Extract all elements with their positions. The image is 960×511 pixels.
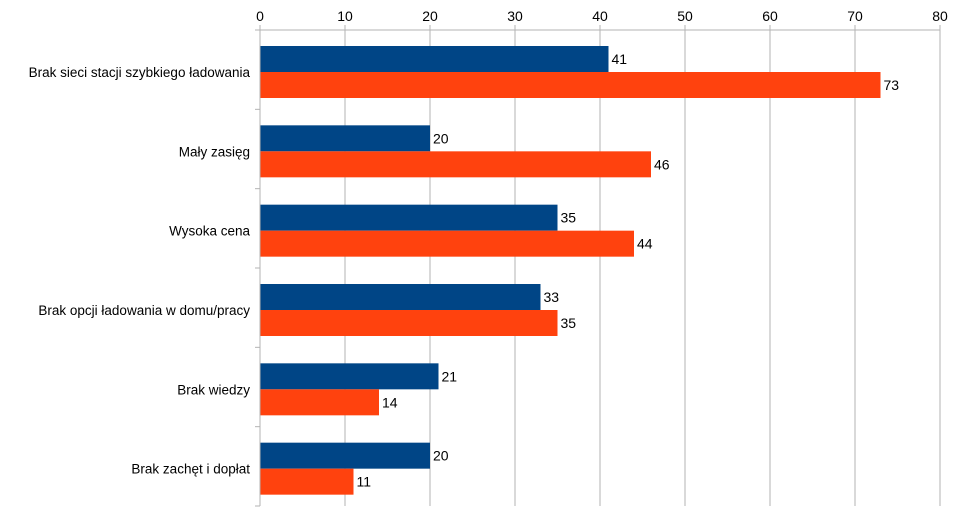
data-label: 73 <box>884 77 900 93</box>
category-label: Brak opcji ładowania w domu/pracy <box>38 303 250 318</box>
data-label: 46 <box>654 156 670 172</box>
bar-series-2 <box>260 72 881 98</box>
x-tick-label: 80 <box>932 8 948 24</box>
data-label: 14 <box>382 394 398 410</box>
x-tick-label: 10 <box>337 8 353 24</box>
bar-series-2 <box>260 151 651 178</box>
data-label: 20 <box>433 130 449 146</box>
bar-series-2 <box>260 468 354 495</box>
x-tick-label: 20 <box>422 8 438 24</box>
bar-series-2 <box>260 230 634 257</box>
x-tick-label: 40 <box>592 8 608 24</box>
bar-series-1 <box>260 284 541 310</box>
data-label: 35 <box>561 315 577 331</box>
data-label: 44 <box>637 236 653 252</box>
data-label: 41 <box>612 51 628 67</box>
x-axis-ticks: 0 10 20 30 40 50 60 70 80 <box>255 8 948 507</box>
x-tick-label: 60 <box>762 8 778 24</box>
x-tick-label: 70 <box>847 8 863 24</box>
bar-series-1 <box>260 46 609 72</box>
bar-series-1 <box>260 125 430 152</box>
data-label: 35 <box>561 210 577 226</box>
bar-series-1 <box>260 204 558 231</box>
category-labels: Brak sieci stacji szybkiego ładowania Mał… <box>29 65 251 477</box>
data-label: 11 <box>357 474 372 490</box>
bar-series-1 <box>260 442 430 469</box>
data-label: 20 <box>433 448 449 464</box>
bars <box>260 46 881 495</box>
data-label: 21 <box>442 368 458 384</box>
bar-series-2 <box>260 389 379 416</box>
category-label: Mały zasięg <box>179 144 250 159</box>
x-tick-label: 50 <box>677 8 693 24</box>
bar-series-1 <box>260 363 439 390</box>
category-label: Wysoka cena <box>169 224 250 239</box>
data-label: 33 <box>544 289 560 305</box>
grid-lines <box>344 30 941 506</box>
axes <box>259 29 940 506</box>
category-label: Brak sieci stacji szybkiego ładowania <box>29 65 251 80</box>
bar-series-2 <box>260 310 558 336</box>
x-tick-label: 30 <box>507 8 523 24</box>
x-tick-label: 0 <box>256 8 264 24</box>
category-label: Brak zachęt i dopłat <box>131 462 250 477</box>
category-label: Brak wiedzy <box>177 382 250 397</box>
